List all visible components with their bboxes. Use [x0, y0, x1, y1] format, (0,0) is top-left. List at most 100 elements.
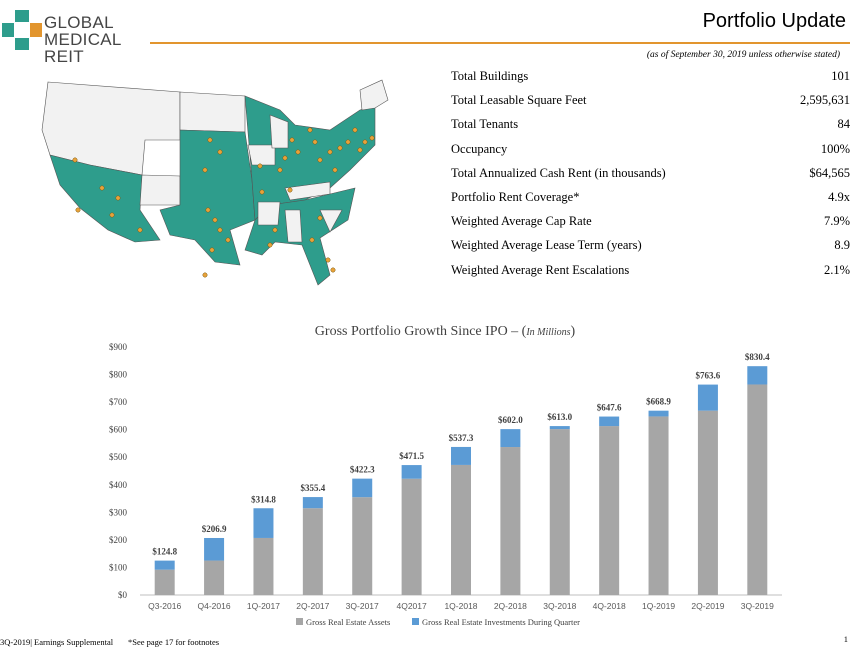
stat-row: Portfolio Rent Coverage* 4.9x [451, 185, 850, 209]
x-tick-label: Q4-2016 [198, 601, 231, 611]
x-tick-label: Q3-2016 [148, 601, 181, 611]
gross-portfolio-chart: Gross Portfolio Growth Since IPO – (In M… [109, 324, 782, 627]
stat-value: 2,595,631 [800, 93, 850, 108]
bar-investments [648, 410, 669, 417]
x-tick-label: 4Q2017 [396, 601, 427, 611]
stat-label: Weighted Average Cap Rate [451, 214, 592, 229]
y-tick-label: $500 [109, 452, 128, 462]
chart-legend: Gross Real Estate Assets Gross Real Estat… [296, 617, 580, 627]
y-tick-label: $600 [109, 425, 128, 435]
legend-label: Gross Real Estate Assets [306, 617, 390, 627]
x-tick-label: 1Q-2019 [642, 601, 675, 611]
bar-total-label: $314.8 [251, 494, 276, 504]
header-rule [150, 42, 850, 44]
bar-assets [697, 410, 718, 595]
y-tick-label: $800 [109, 370, 128, 380]
map-wisconsin [269, 114, 289, 149]
chart-title-units: In Millions [525, 327, 570, 338]
bar-assets [154, 569, 175, 595]
x-tick-label: 2Q-2018 [494, 601, 527, 611]
stat-label: Occupancy [451, 141, 508, 156]
us-map-icon [41, 79, 389, 286]
chart-title-close: ) [571, 324, 576, 339]
bar-total-label: $124.8 [152, 547, 177, 557]
x-tick-label: 1Q-2018 [444, 601, 477, 611]
bar-assets [302, 508, 323, 595]
bar-assets [549, 429, 570, 595]
map-markers [72, 127, 375, 278]
bar-investments [451, 446, 471, 465]
footer-note: *See page 17 for footnotes [128, 637, 220, 647]
x-tick-label: 3Q-2017 [346, 601, 379, 611]
stat-label: Total Tenants [451, 117, 519, 132]
bar-assets [648, 416, 669, 595]
bar-assets [352, 497, 373, 595]
stat-value: 7.9% [823, 214, 850, 229]
bar-assets [747, 384, 768, 595]
x-tick-label: 3Q-2018 [543, 601, 576, 611]
logo: GLOBAL MEDICAL REIT [2, 8, 152, 65]
legend-label: Gross Real Estate Investments During Qua… [422, 617, 580, 627]
page-subtitle: (as of September 30, 2019 unless otherwi… [646, 50, 840, 60]
x-tick-label: 4Q-2018 [593, 601, 626, 611]
bar-total-label: $422.3 [350, 465, 375, 475]
stat-value: 84 [837, 117, 850, 132]
bar-total-label: $763.6 [696, 371, 721, 381]
y-tick-label: $700 [109, 397, 128, 407]
y-tick-label: $400 [109, 480, 128, 490]
bar-total-label: $471.5 [399, 451, 424, 461]
stat-row: Total Annualized Cash Rent (in thousands… [451, 161, 850, 185]
bar-investments [253, 508, 274, 538]
stat-label: Total Annualized Cash Rent (in thousands… [451, 165, 666, 180]
legend-swatch [296, 618, 303, 625]
stat-value: 8.9 [834, 238, 850, 253]
stat-label: Weighted Average Rent Escalations [451, 262, 630, 277]
y-tick-label: $200 [109, 535, 128, 545]
stat-label: Total Buildings [451, 69, 529, 83]
bar-investments [302, 497, 323, 509]
legend-swatch [412, 618, 419, 625]
map-central-teal [159, 129, 256, 266]
chart-title-main: Gross Portfolio Growth Since IPO – ( [315, 324, 527, 339]
bar-investments [747, 366, 768, 385]
stat-value: 4.9x [828, 189, 850, 204]
brand-name: GLOBAL MEDICAL REIT [44, 14, 152, 65]
stat-row: Weighted Average Cap Rate 7.9% [451, 209, 850, 233]
stat-value: 2.1% [823, 262, 850, 277]
stat-row: Weighted Average Rent Escalations 2.1% [451, 258, 850, 282]
bar-total-label: $830.4 [745, 352, 770, 362]
y-tick-label: $100 [109, 562, 128, 572]
bar-assets [500, 447, 521, 595]
stat-value: $64,565 [809, 165, 850, 180]
bar-assets [401, 478, 422, 595]
stat-row: Occupancy 100% [451, 137, 850, 161]
bar-assets [253, 537, 274, 595]
x-tick-label: 2Q-2017 [296, 601, 329, 611]
bar-total-label: $355.4 [300, 483, 325, 493]
map-alabama [284, 209, 303, 243]
y-tick-label: $900 [109, 342, 128, 352]
map-south-carolina [319, 209, 343, 233]
footer-left: 3Q-2019| Earnings Supplemental [0, 637, 114, 647]
map-arkansas [257, 201, 281, 226]
bar-investments [204, 537, 225, 561]
page-title: Portfolio Update [702, 10, 846, 32]
bar-investments [599, 416, 620, 427]
brand-name-line1: GLOBAL [44, 13, 114, 32]
stat-label: Weighted Average Lease Term (years) [451, 238, 642, 253]
bar-investments [401, 465, 422, 479]
x-axis: Q3-2016 Q4-2016 1Q-2017 2Q-2017 3Q-2017 4Q201… [148, 601, 774, 611]
map-colorado [139, 174, 181, 206]
bar-investments [500, 429, 521, 448]
bar-investments [154, 560, 175, 570]
bar-assets [599, 426, 620, 595]
bar-total-label: $668.9 [646, 397, 671, 407]
stat-label: Portfolio Rent Coverage* [451, 189, 580, 204]
bar-investments [549, 426, 570, 430]
bar-assets [451, 464, 471, 595]
bar-assets [204, 560, 225, 595]
map-plains-north [179, 91, 246, 133]
stat-row: Total Buildings 101 [451, 64, 850, 88]
y-tick-label: $0 [118, 590, 128, 600]
stat-row: Weighted Average Lease Term (years) 8.9 [451, 233, 850, 257]
